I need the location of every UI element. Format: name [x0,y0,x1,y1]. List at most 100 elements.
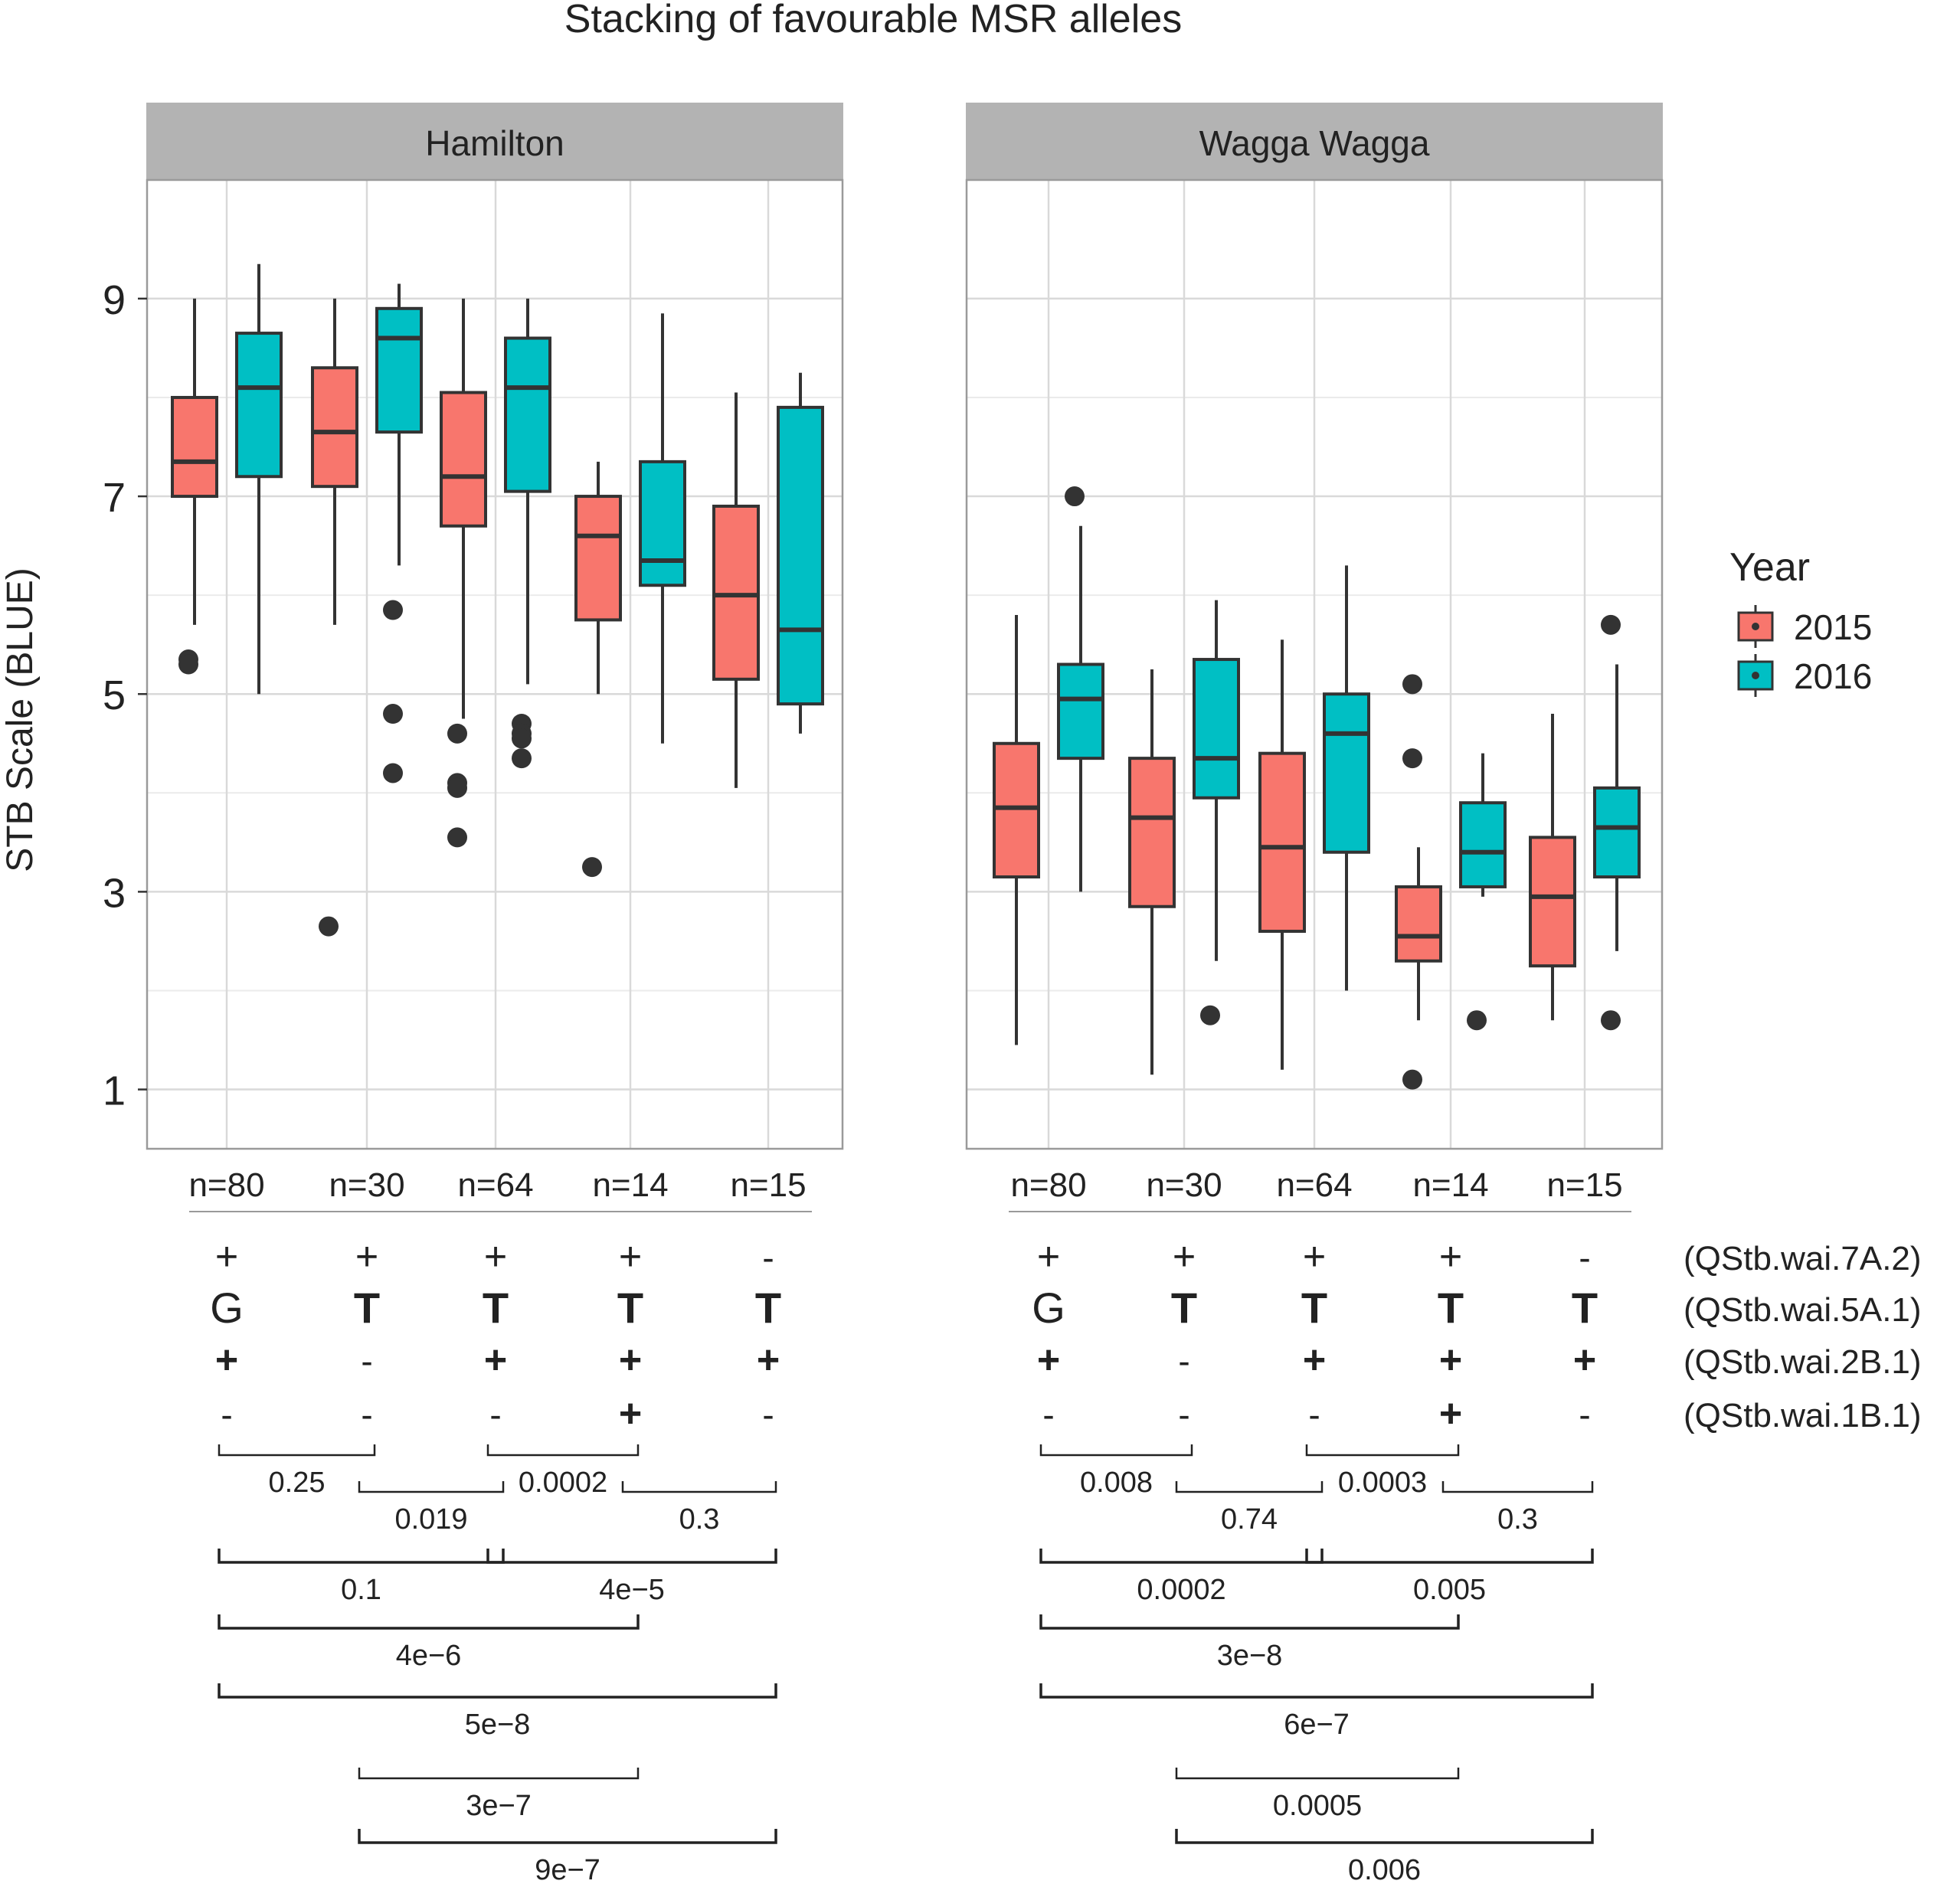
bracket-line [218,1444,376,1457]
box-2016-group-2 [1193,600,1240,1025]
series-2015 [171,298,760,937]
box-2016-group-2 [375,283,423,783]
p-value-label: 6e−7 [1284,1709,1350,1741]
box-2015-group-2 [1128,669,1176,1075]
p-value-label: 0.005 [1413,1574,1486,1606]
outlier-point [512,748,532,769]
y-axis-label: STB Scale (BLUE) [0,567,41,872]
box-2016-group-3 [504,298,551,769]
panel-hamilton: Hamilton 1 3 5 7 9 n=80 n=30 n=64 n=14 n=15 + + + + - G T… [103,103,844,1884]
box-iqr [639,460,686,587]
p-value-label: 3e−8 [1217,1640,1283,1672]
comparison-bracket: 0.3 [621,1481,777,1536]
marker-allele: T [1572,1284,1598,1332]
comparison-bracket: 4e−6 [218,1614,640,1672]
comparison-bracket: 3e−8 [1039,1614,1460,1672]
bracket-line [1039,1683,1594,1699]
marker-allele: - [762,1238,774,1277]
facet-strip [146,103,843,181]
bracket-line [1175,1768,1460,1780]
comparison-bracket: 0.008 [1039,1444,1193,1499]
p-value-label: 0.25 [269,1467,326,1499]
panel-wagga-wagga: Wagga Wagga n=80 n=30 n=64 n=14 n=15 + + + + - G T T T… [965,103,1664,1884]
box-2016-group-3 [1323,565,1370,991]
x-tick-label: n=80 [188,1166,264,1204]
box-iqr [1593,786,1641,879]
box-iqr [311,366,358,489]
comparison-bracket: 0.1 [218,1549,505,1606]
box-2016-group-1 [1057,486,1104,892]
marker-allele: + [484,1235,507,1279]
box-iqr [504,336,551,493]
facet-strip [966,103,1663,181]
bracket-line [358,1768,640,1780]
marker-allele: - [1579,1238,1590,1277]
legend: Year 2015 2016 [1729,545,1872,697]
legend-key-dot [1752,672,1759,679]
marker-allele: + [355,1235,378,1279]
marker-name: (QStb.wai.5A.1) [1684,1291,1922,1329]
legend-title: Year [1729,545,1810,590]
outlier-point [1065,486,1085,507]
box-iqr [1323,692,1370,854]
box-iqr [1395,885,1442,963]
bracket-line [486,1444,640,1457]
marker-name: (QStb.wai.7A.2) [1684,1240,1922,1277]
outlier-point [178,654,198,675]
legend-entry-label: 2015 [1794,607,1872,647]
comparison-bracket: 3e−7 [358,1768,640,1822]
outlier-point [1601,614,1621,635]
comparison-bracket: 0.006 [1175,1829,1594,1884]
box-2015-group-4 [574,461,622,878]
p-value-label: 0.3 [679,1503,720,1536]
outlier-point [383,763,403,783]
box-2016-group-5 [1593,614,1641,1031]
x-tick-label: n=14 [1412,1166,1488,1204]
box-2016-group-5 [777,372,824,734]
p-value-label: 0.008 [1080,1467,1153,1499]
outlier-point [1601,1010,1621,1031]
y-tick-label: 9 [103,277,126,323]
box-iqr [1459,801,1507,888]
box-iqr [1529,836,1576,968]
outlier-point [1402,1069,1422,1090]
box-iqr [375,306,423,434]
bracket-line [486,1549,777,1564]
p-value-label: 0.0002 [519,1467,607,1499]
y-tick-label: 7 [103,475,126,521]
marker-allele: + [1439,1338,1462,1382]
p-value-label: 5e−8 [465,1709,531,1741]
p-value-label: 0.019 [394,1503,467,1536]
box-iqr [235,332,283,479]
box-iqr [1258,751,1306,934]
box-iqr [777,405,824,706]
marker-name: (QStb.wai.2B.1) [1684,1343,1922,1381]
series-2016 [235,263,824,783]
comparison-bracket: 0.3 [1441,1481,1594,1536]
outlier-point [383,600,403,620]
series-2016 [1057,486,1641,1031]
box-iqr [712,504,760,681]
box-2015-group-2 [311,298,358,937]
comparison-bracket: 0.005 [1305,1549,1594,1606]
bracket-line [1175,1481,1324,1493]
marker-allele: + [619,1338,642,1382]
bracket-line [358,1481,505,1493]
marker-allele: T [1171,1284,1197,1332]
outlier-point [447,777,467,798]
p-value-label: 0.1 [341,1574,381,1606]
y-tick-label: 1 [103,1068,126,1114]
y-tick-label: 5 [103,672,126,718]
p-value-label: 0.0003 [1338,1467,1427,1499]
comparison-bracket: 0.0002 [1039,1549,1324,1606]
y-tick-label: 3 [103,870,126,916]
marker-allele: T [755,1284,781,1332]
box-2015-group-1 [171,298,218,675]
p-value-label: 0.74 [1221,1503,1278,1536]
outlier-point [1200,1005,1220,1025]
bracket-line [621,1481,777,1493]
marker-allele: + [1439,1235,1462,1279]
marker-name: (QStb.wai.1B.1) [1684,1397,1922,1434]
box-2016-group-4 [1459,753,1507,1031]
